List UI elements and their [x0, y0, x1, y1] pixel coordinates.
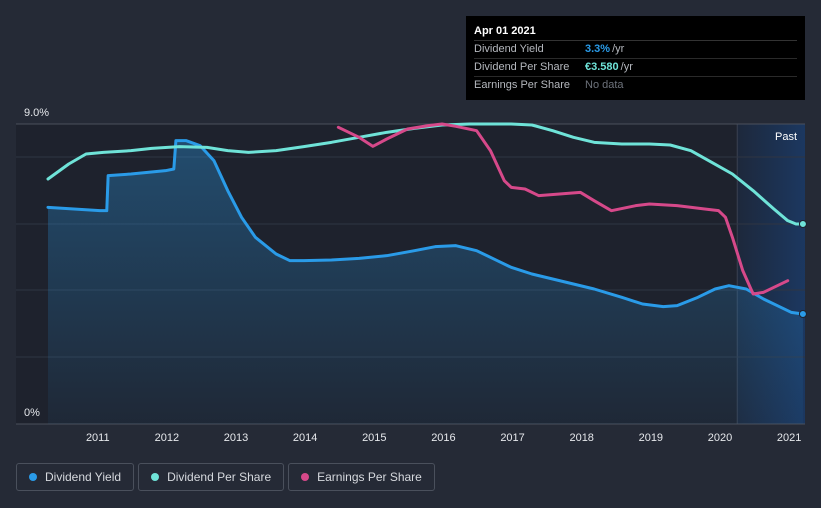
x-tick-label: 2013	[224, 432, 248, 444]
x-tick-label: 2018	[569, 432, 593, 444]
data-tooltip: Apr 01 2021 Dividend Yield 3.3% /yr Divi…	[466, 16, 805, 100]
earnings-per-share-line	[336, 122, 790, 296]
x-tick-label: 2011	[86, 432, 110, 444]
dividend-yield-area	[48, 140, 803, 424]
x-tick-label: 2015	[362, 432, 386, 444]
legend-item-dividend-per-share[interactable]: Dividend Per Share	[138, 463, 285, 491]
tooltip-value: 3.3%	[585, 43, 611, 55]
tooltip-value: €3.580	[585, 61, 619, 73]
legend-item-dividend-yield[interactable]: Dividend Yield	[16, 463, 135, 491]
axes: 9.0% 0% 2011 2012 2013 2014 2015 2016 2017 2018 20…	[24, 107, 801, 444]
tooltip-row-dividend-per-share: Dividend Per Share €3.580 /yr	[474, 59, 797, 77]
tooltip-label: Earnings Per Share	[474, 79, 570, 91]
x-tick-label: 2020	[708, 432, 732, 444]
x-tick-label: 2021	[777, 432, 801, 444]
legend-label: Earnings Per Share	[317, 470, 422, 484]
tooltip-value: No data	[585, 79, 624, 91]
y-tick-label: 0%	[24, 407, 40, 419]
tooltip-unit: /yr	[620, 61, 633, 73]
x-tick-label: 2012	[155, 432, 179, 444]
legend-item-earnings-per-share[interactable]: Earnings Per Share	[288, 463, 435, 491]
x-tick-label: 2014	[293, 432, 317, 444]
dividend-yield-line	[46, 139, 805, 316]
legend-dot-icon	[29, 473, 37, 481]
dividend-yield-end-marker	[798, 310, 807, 318]
legend-label: Dividend Yield	[45, 470, 122, 484]
legend-dot-icon	[301, 473, 310, 481]
legend-dot-icon	[151, 473, 160, 481]
dividend-per-share-line	[46, 122, 805, 226]
dividend-per-share-end-marker	[798, 220, 807, 228]
series-layer	[46, 122, 807, 424]
legend-label: Dividend Per Share	[167, 470, 272, 484]
tooltip-unit: /yr	[612, 43, 625, 55]
chart-legend: Dividend Yield Dividend Per Share Earnin…	[16, 463, 435, 491]
tooltip-label: Dividend Yield	[474, 43, 544, 55]
x-tick-label: 2019	[639, 432, 663, 444]
x-tick-label: 2016	[431, 432, 455, 444]
tooltip-label: Dividend Per Share	[474, 61, 570, 73]
past-label: Past	[775, 131, 797, 143]
tooltip-row-dividend-yield: Dividend Yield 3.3% /yr	[474, 41, 797, 59]
tooltip-row-earnings-per-share: Earnings Per Share No data	[474, 77, 797, 94]
tooltip-date: Apr 01 2021	[474, 23, 797, 41]
x-tick-label: 2017	[500, 432, 524, 444]
y-tick-label: 9.0%	[24, 107, 49, 119]
